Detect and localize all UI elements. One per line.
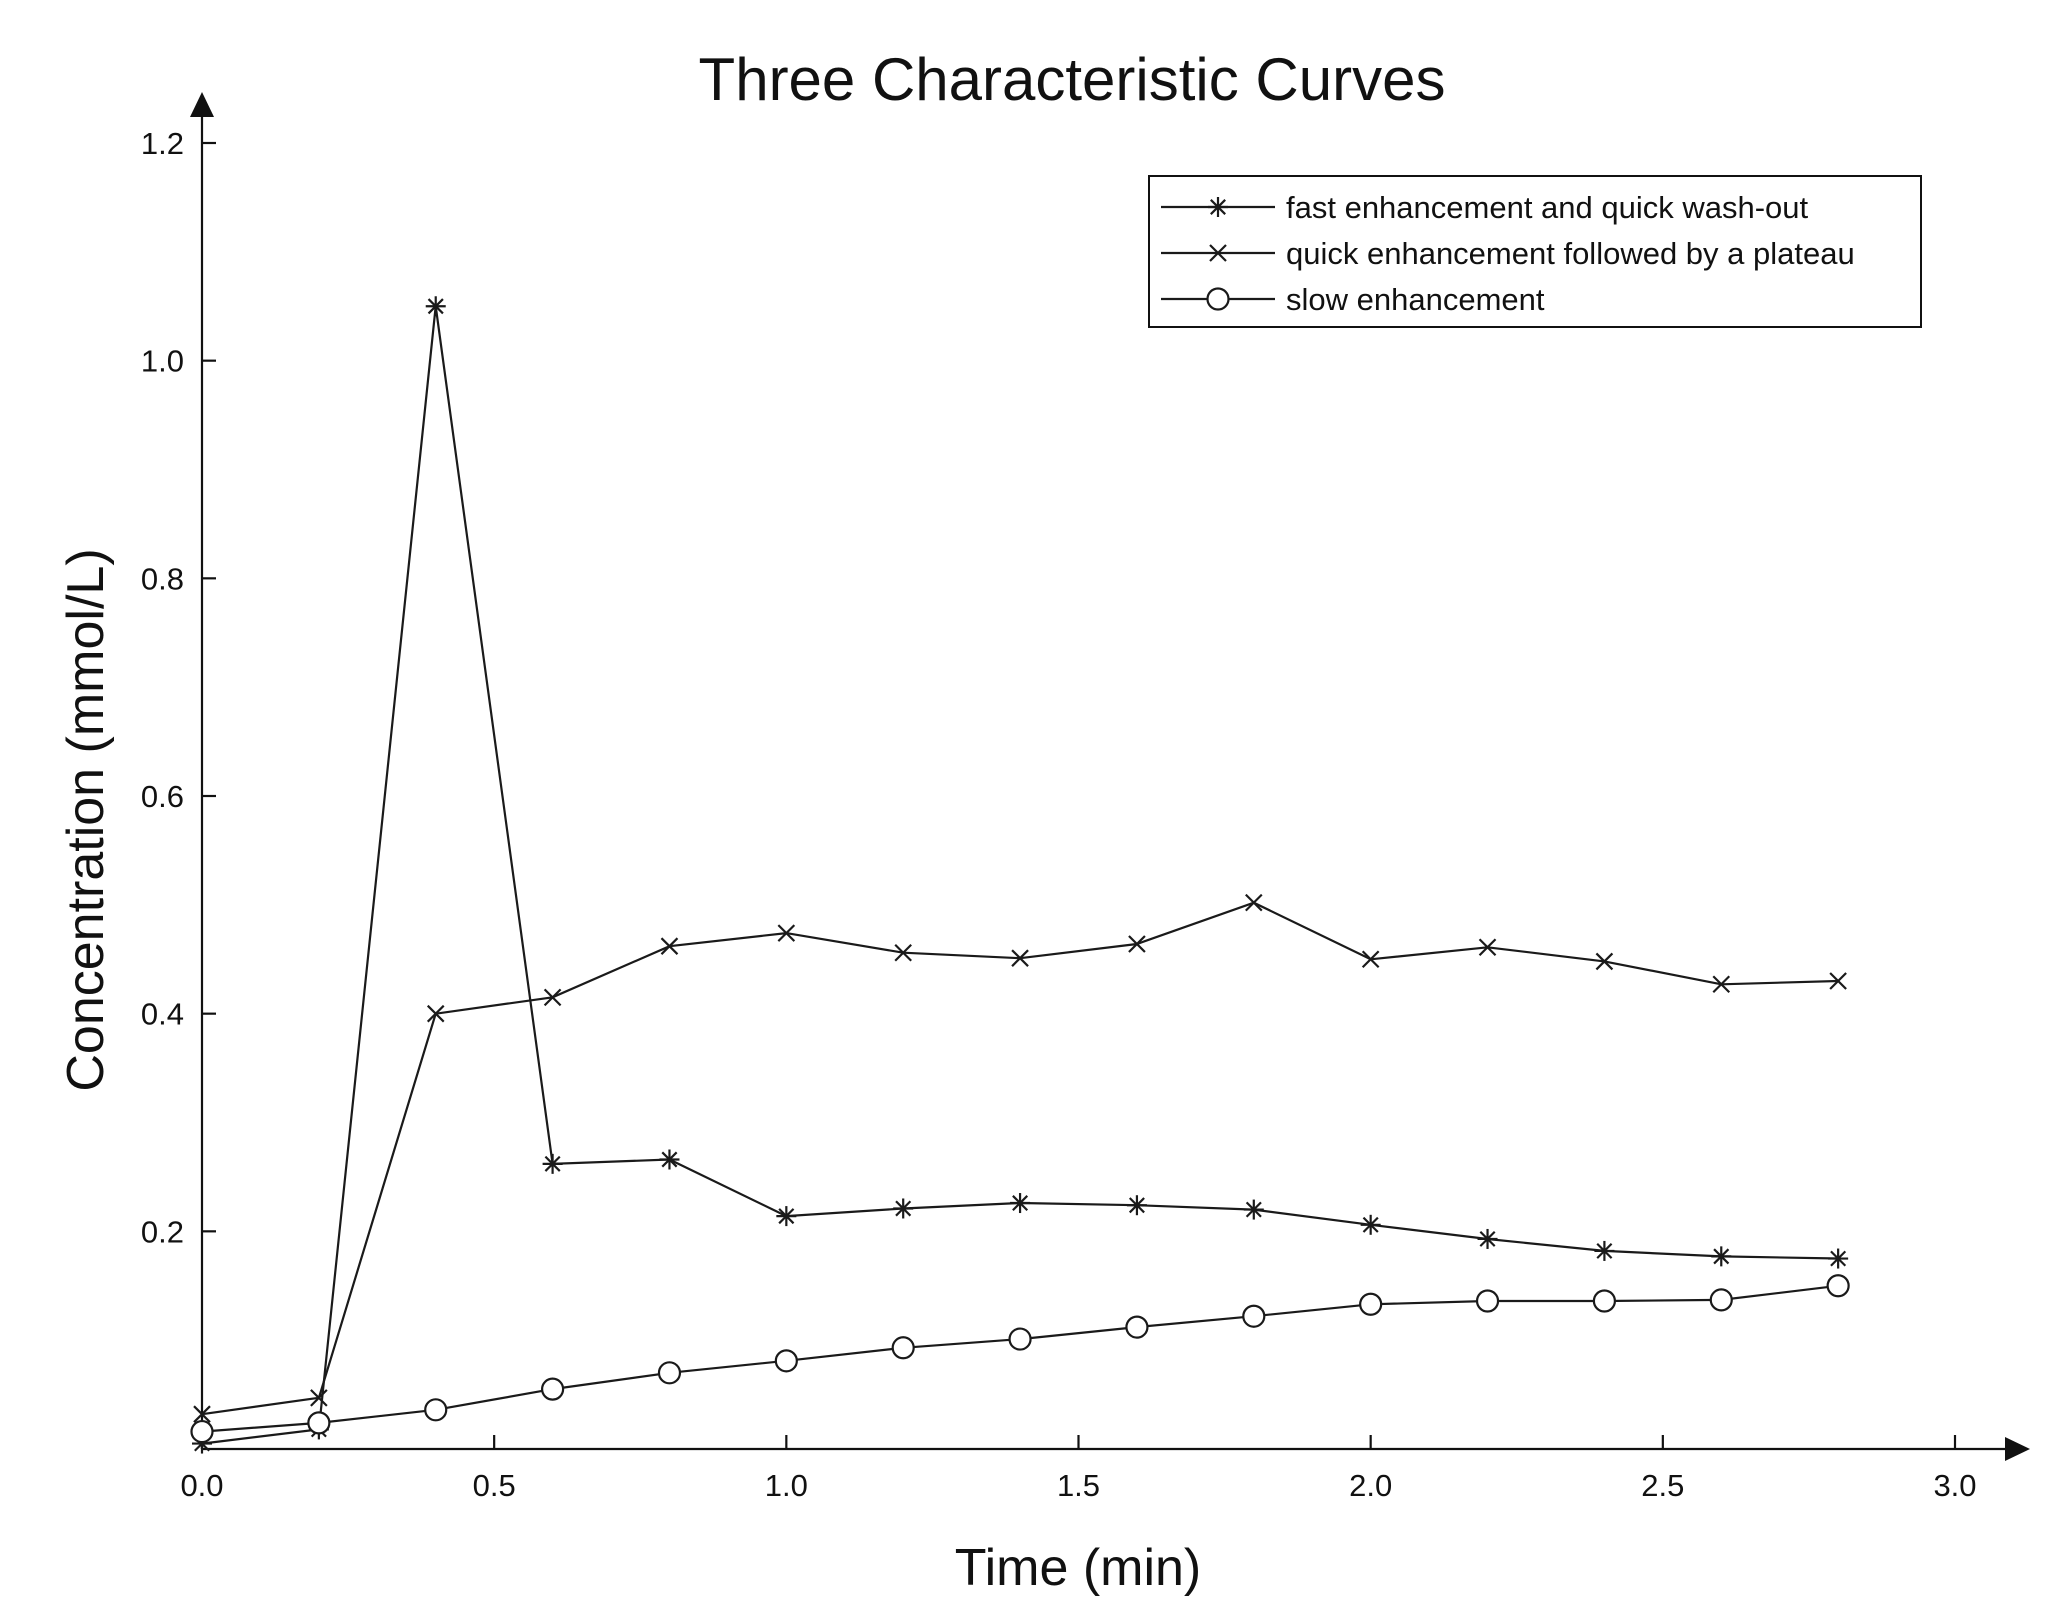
- data-point-asterisk: [1477, 1228, 1498, 1249]
- data-point-asterisk: [1360, 1214, 1381, 1235]
- x-tick-label: 0.0: [180, 1468, 223, 1503]
- data-point-x: [1478, 938, 1497, 957]
- series-layer: [190, 296, 1850, 1454]
- data-point-asterisk: [1711, 1246, 1732, 1267]
- y-axis-arrow: [190, 92, 214, 117]
- data-point-circle: [657, 1361, 682, 1385]
- data-point-circle: [1826, 1274, 1850, 1298]
- axes: [190, 92, 2030, 1461]
- y-tick-label: 0.4: [141, 997, 184, 1032]
- series-line-circle: [201, 1284, 1839, 1433]
- data-point-x: [310, 1389, 328, 1407]
- data-point-circle: [1008, 1327, 1032, 1351]
- data-point-asterisk: [776, 1206, 797, 1227]
- ticks: 0.0 0.5 1.0 1.5 2.0 2.5 3.0 0.2 0.4 0.6 0.8 1.0 1.2: [141, 126, 1977, 1503]
- data-point-asterisk: [893, 1198, 914, 1219]
- data-point-x: [1128, 935, 1146, 953]
- series-line-asterisk: [201, 306, 1839, 1445]
- data-point-asterisk: [1243, 1199, 1264, 1220]
- series-asterisk: [192, 296, 1849, 1454]
- data-point-x: [193, 1405, 211, 1423]
- legend-marker-x: [1209, 244, 1227, 262]
- data-point-x: [777, 924, 796, 942]
- x-tick-label: 3.0: [1933, 1468, 1976, 1503]
- x-tick-label: 0.5: [473, 1468, 516, 1503]
- legend-items: fast enhancement and quick wash-out quick…: [1161, 190, 1855, 317]
- legend-marker-circle: [1206, 287, 1230, 311]
- y-tick-label: 0.6: [141, 779, 184, 814]
- data-point-asterisk: [1594, 1240, 1615, 1261]
- data-point-asterisk: [1010, 1193, 1031, 1214]
- data-point-circle: [891, 1336, 915, 1360]
- data-point-circle: [1475, 1289, 1500, 1313]
- legend-label: fast enhancement and quick wash-out: [1286, 190, 1809, 225]
- y-axis-label: Concentration (mmol/L): [57, 548, 115, 1091]
- y-tick-label: 1.0: [141, 344, 184, 379]
- data-point-asterisk: [542, 1153, 563, 1174]
- data-point-circle: [774, 1349, 798, 1373]
- data-point-circle: [1242, 1304, 1266, 1328]
- legend-item-x: quick enhancement followed by a plateau: [1161, 236, 1855, 271]
- data-point-x: [1245, 893, 1263, 912]
- x-tick-label: 1.5: [1057, 1468, 1100, 1503]
- legend-item-circle: slow enhancement: [1161, 282, 1545, 317]
- data-point-x: [543, 988, 562, 1007]
- data-point-asterisk: [659, 1149, 680, 1170]
- data-point-x: [426, 1004, 445, 1023]
- data-point-circle: [424, 1398, 448, 1422]
- data-point-asterisk: [1828, 1248, 1849, 1269]
- data-point-x: [660, 937, 679, 955]
- series-x: [193, 893, 1847, 1423]
- data-point-asterisk: [425, 296, 446, 317]
- x-axis-arrow: [2005, 1437, 2030, 1461]
- data-point-circle: [1359, 1292, 1383, 1316]
- chart-title: Three Characteristic Curves: [699, 46, 1446, 113]
- data-point-asterisk: [1126, 1195, 1147, 1216]
- legend-box: [1148, 175, 1922, 328]
- legend: fast enhancement and quick wash-out quick…: [1148, 175, 1922, 328]
- legend-item-asterisk: fast enhancement and quick wash-out: [1161, 190, 1809, 225]
- data-point-x: [1595, 952, 1614, 971]
- legend-label: quick enhancement followed by a plateau: [1286, 236, 1855, 271]
- y-tick-label: 0.8: [141, 561, 184, 596]
- data-point-circle: [1709, 1288, 1733, 1312]
- x-axis-label: Time (min): [955, 1539, 1202, 1597]
- x-tick-label: 1.0: [765, 1468, 808, 1503]
- y-tick-label: 1.2: [141, 126, 184, 161]
- x-tick-label: 2.0: [1349, 1468, 1392, 1503]
- data-point-x: [1829, 972, 1847, 990]
- data-point-circle: [1592, 1289, 1617, 1313]
- y-tick-label: 0.2: [141, 1214, 184, 1249]
- data-point-circle: [540, 1377, 565, 1401]
- data-point-circle: [307, 1411, 331, 1435]
- data-point-x: [1011, 949, 1029, 967]
- x-tick-label: 2.5: [1641, 1468, 1684, 1503]
- data-point-circle: [1125, 1315, 1149, 1339]
- data-point-x: [1361, 950, 1380, 969]
- data-point-x: [894, 943, 912, 962]
- series-circle: [190, 1274, 1850, 1444]
- data-point-circle: [190, 1419, 214, 1444]
- legend-label: slow enhancement: [1286, 282, 1545, 317]
- data-point-x: [1712, 975, 1731, 994]
- legend-marker-asterisk: [1208, 197, 1228, 217]
